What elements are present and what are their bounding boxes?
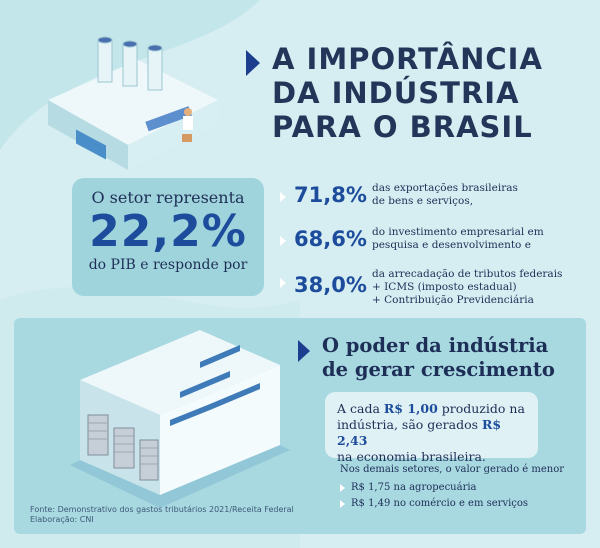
title-line-2: DA INDÚSTRIA (272, 76, 520, 110)
pib-intro: O setor representa (91, 188, 245, 207)
source-line: Fonte: Demonstrativo dos gastos tributár… (30, 505, 294, 514)
stat-row-exports: 71,8% das exportações brasileiras de ben… (280, 182, 580, 208)
growth-title-line-2: de gerar crescimento (322, 358, 555, 381)
other-sector-text: R$ 1,75 na agropecuária (351, 482, 477, 493)
stat-text-line: das exportações brasileiras (372, 182, 518, 194)
stat-text-line: + ICMS (imposto estadual) (372, 281, 517, 293)
title-arrow-icon (246, 50, 260, 76)
pib-outro: do PIB e responde por (88, 257, 248, 273)
other-sector-item: R$ 1,49 no comércio e em serviços (340, 498, 528, 509)
info-text: na economia brasileira. (337, 449, 486, 464)
info-text: indústria, são gerados (337, 417, 483, 432)
title-line-3: PARA O BRASIL (272, 110, 533, 144)
industry-multiplier-box: A cada R$ 1,00 produzido na indústria, s… (325, 392, 538, 464)
factory-illustration (48, 36, 218, 170)
chevron-right-icon (280, 236, 286, 246)
other-sector-item: R$ 1,75 na agropecuária (340, 482, 477, 493)
credit-line: Elaboração: CNI (30, 515, 94, 524)
pib-value: 22,2% (89, 206, 247, 257)
title-line-1: A IMPORTÂNCIA (272, 42, 543, 76)
stat-row-investment: 68,6% do investimento empresarial em pes… (280, 226, 580, 252)
chevron-right-icon (280, 192, 286, 202)
stat-text-line: + Contribuição Previdenciária (372, 294, 534, 306)
other-sector-text: R$ 1,49 no comércio e em serviços (351, 498, 529, 509)
stat-value: 68,6% (294, 227, 367, 251)
stat-text-line: de bens e serviços, (372, 195, 474, 207)
stat-text-line: da arrecadação de tributos federais (372, 268, 563, 280)
source-note: Fonte: Demonstrativo dos gastos tributár… (30, 505, 294, 525)
main-title: A IMPORTÂNCIA DA INDÚSTRIA PARA O BRASIL (246, 42, 586, 144)
chevron-right-icon (340, 483, 345, 492)
stat-value: 71,8% (294, 183, 367, 207)
info-value-input: R$ 1,00 (383, 401, 438, 416)
title-arrow-icon (298, 340, 310, 362)
stat-text-line: pesquisa e desenvolvimento e (372, 239, 531, 251)
pib-box: O setor representa 22,2% do PIB e respon… (72, 178, 264, 296)
stat-row-taxes: 38,0% da arrecadação de tributos federai… (280, 268, 580, 307)
info-value-output: R$ 2,43 (337, 417, 502, 448)
chevron-right-icon (340, 499, 345, 508)
info-text: produzido na (437, 401, 525, 416)
stat-text-line: do investimento empresarial em (372, 226, 544, 238)
stat-value: 38,0% (294, 273, 367, 297)
growth-title: O poder da indústria de gerar cresciment… (298, 334, 578, 382)
chevron-right-icon (280, 278, 286, 288)
other-sectors-heading: Nos demais setores, o valor gerado é men… (340, 464, 565, 475)
warehouse-illustration (70, 330, 290, 508)
growth-title-line-1: O poder da indústria (322, 334, 549, 357)
info-text: A cada (337, 401, 384, 416)
